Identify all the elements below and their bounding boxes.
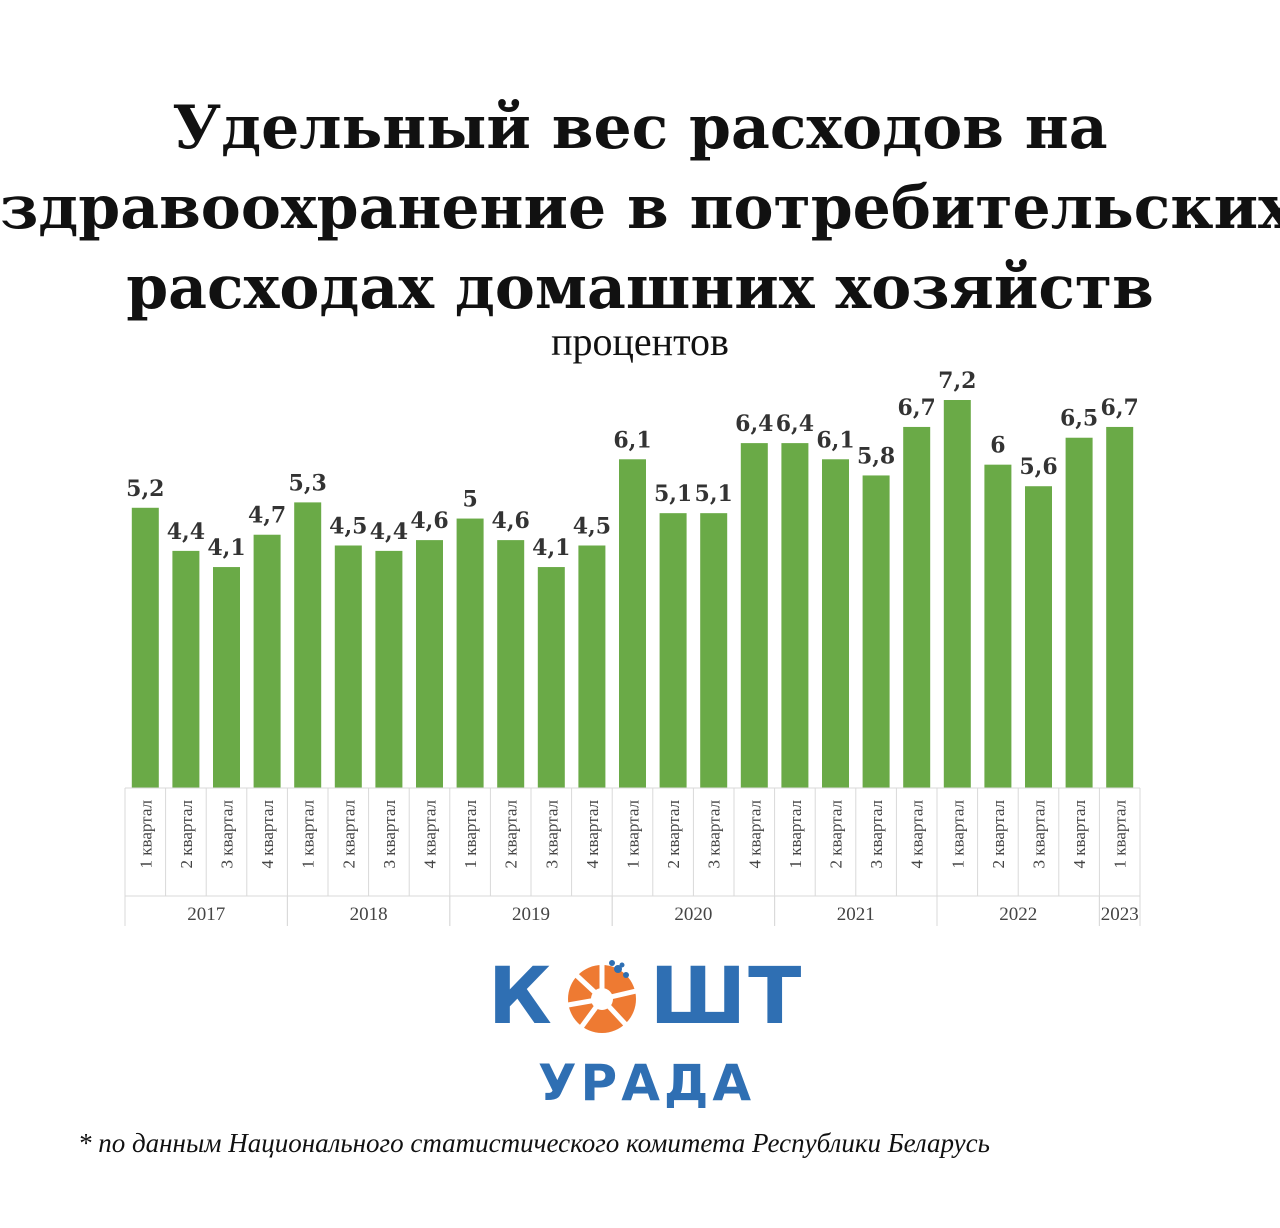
quarter-tick-label: 1 квартал: [624, 799, 643, 868]
source-footnote: * по данным Национального статистическог…: [78, 1128, 990, 1158]
data-label: 5,3: [289, 470, 327, 496]
bar: [456, 518, 484, 788]
data-label: 4,5: [329, 514, 367, 540]
bar: [294, 502, 322, 788]
bar: [1065, 437, 1093, 788]
title-line-2: здравоохранение в потребительских: [0, 173, 1280, 243]
quarter-tick-label: 2 квартал: [989, 799, 1008, 868]
data-label: 5: [462, 487, 477, 513]
year-tick-label: 2018: [350, 904, 388, 925]
bar: [497, 540, 525, 788]
data-label: 5,8: [857, 443, 895, 469]
bar: [131, 507, 159, 788]
title-line-1: Удельный вес расходов на: [172, 93, 1108, 163]
quarter-tick-label: 3 квартал: [705, 799, 724, 868]
quarter-tick-label: 4 квартал: [583, 799, 602, 868]
data-label: 6,5: [1060, 406, 1098, 432]
data-label: 4,4: [370, 519, 408, 545]
data-label: 5,1: [695, 481, 733, 507]
bar: [659, 513, 687, 788]
quarter-tick-label: 3 квартал: [867, 799, 886, 868]
data-label: 6,7: [1101, 395, 1139, 421]
quarter-tick-label: 3 квартал: [1030, 799, 1049, 868]
quarter-tick-label: 2 квартал: [502, 799, 521, 868]
quarter-tick-label: 1 квартал: [1111, 799, 1130, 868]
logo-orange-icon: [567, 960, 637, 1033]
logo-bottom-text: УРАДА: [538, 1054, 756, 1112]
bar: [740, 443, 768, 788]
bar: [781, 443, 809, 788]
quarter-tick-label: 1 квартал: [786, 799, 805, 868]
bar: [172, 550, 200, 788]
bar: [537, 567, 565, 788]
quarter-tick-label: 4 квартал: [258, 799, 277, 868]
year-tick-label: 2017: [187, 904, 225, 925]
year-tick-label: 2022: [999, 904, 1037, 925]
data-label: 6: [990, 433, 1005, 459]
year-tick-label: 2019: [512, 904, 550, 925]
quarter-tick-label: 3 квартал: [542, 799, 561, 868]
quarter-tick-label: 1 квартал: [299, 799, 318, 868]
bar: [619, 459, 646, 788]
bar: [578, 545, 606, 788]
title-line-3: расходах домашних хозяйств: [126, 253, 1154, 323]
data-label: 7,2: [938, 368, 976, 394]
quarter-tick-label: 2 квартал: [339, 799, 358, 868]
bar: [334, 545, 362, 788]
quarter-tick-label: 4 квартал: [908, 799, 927, 868]
data-label: 4,6: [492, 508, 530, 534]
data-label: 6,7: [898, 395, 936, 421]
quarter-tick-label: 1 квартал: [136, 799, 155, 868]
bar: [416, 540, 443, 788]
quarter-tick-label: 2 квартал: [827, 799, 846, 868]
chart-subtitle: процентов: [551, 319, 729, 364]
quarter-tick-label: 3 квартал: [380, 799, 399, 868]
bar: [213, 567, 240, 788]
quarter-tick-label: 1 квартал: [948, 799, 967, 868]
data-label: 6,1: [816, 427, 854, 453]
bar: [862, 475, 890, 788]
data-label: 4,1: [207, 535, 245, 561]
bar: [943, 400, 971, 788]
data-label: 6,4: [735, 411, 773, 437]
year-tick-label: 2020: [674, 904, 712, 925]
quarter-tick-label: 4 квартал: [421, 799, 440, 868]
data-label: 5,1: [654, 481, 692, 507]
quarter-tick-label: 4 квартал: [745, 799, 764, 868]
quarter-tick-label: 2 квартал: [177, 799, 196, 868]
year-tick-label: 2021: [837, 904, 875, 925]
data-label: 6,1: [613, 427, 651, 453]
quarter-tick-label: 2 квартал: [664, 799, 683, 868]
chart-title: Удельный вес расходов на здравоохранение…: [0, 88, 1280, 328]
data-label: 6,4: [776, 411, 814, 437]
year-tick-label: 2023: [1101, 904, 1139, 925]
bar: [1025, 486, 1052, 788]
data-label: 5,6: [1019, 454, 1057, 480]
bar: [1106, 426, 1134, 788]
logo: К ШТ УРАДА: [480, 950, 810, 1120]
data-label: 4,4: [167, 519, 205, 545]
quarter-tick-label: 1 квартал: [461, 799, 480, 868]
data-label: 4,6: [410, 508, 448, 534]
logo-top-text: К ШТ: [488, 952, 804, 1042]
bar: [375, 550, 403, 788]
data-label: 5,2: [126, 476, 164, 502]
quarter-tick-label: 3 квартал: [218, 799, 237, 868]
data-label: 4,5: [573, 514, 611, 540]
bar: [903, 426, 931, 788]
data-label: 4,7: [248, 503, 286, 529]
quarter-tick-label: 4 квартал: [1070, 799, 1089, 868]
bar: [984, 464, 1012, 788]
bar: [253, 534, 281, 788]
bar: [700, 513, 728, 788]
bar: [822, 459, 849, 788]
data-label: 4,1: [532, 535, 570, 561]
